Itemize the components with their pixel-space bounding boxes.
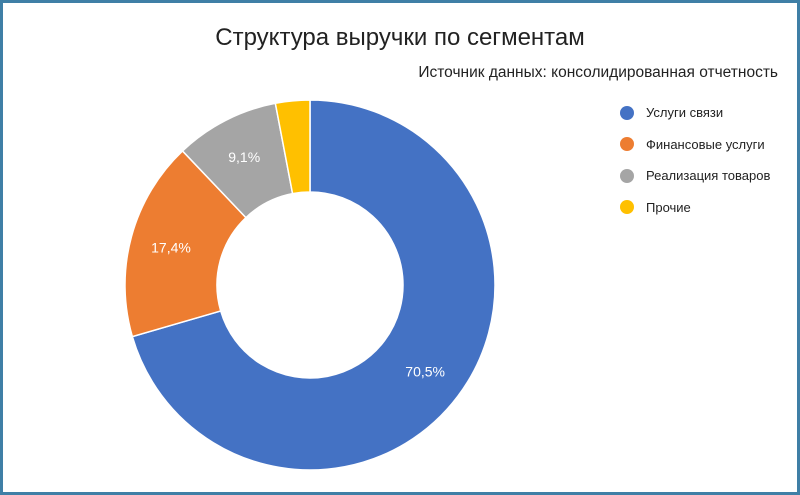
legend-item: Реализация товаров xyxy=(620,160,770,192)
legend-swatch xyxy=(620,137,634,152)
donut-slice xyxy=(274,99,311,195)
donut-slice xyxy=(131,99,496,471)
legend-label: Прочие xyxy=(646,199,691,215)
slice-data-label: 70,5% xyxy=(405,363,445,379)
slice-data-label: 17,4% xyxy=(151,239,191,255)
chart-legend: Услуги связи Финансовые услуги Реализаци… xyxy=(620,97,770,223)
legend-item: Прочие xyxy=(620,192,770,224)
legend-swatch xyxy=(620,168,634,183)
legend-item: Услуги связи xyxy=(620,97,770,129)
legend-swatch xyxy=(620,105,634,120)
legend-item: Финансовые услуги xyxy=(620,129,770,161)
donut-slice xyxy=(124,149,247,338)
slice-data-label: 9,1% xyxy=(228,149,260,165)
chart-subtitle: Источник данных: консолидированная отчет… xyxy=(418,64,778,81)
legend-label: Услуги связи xyxy=(646,105,724,121)
chart-title: Структура выручки по сегментам xyxy=(215,24,585,51)
legend-label: Реализация товаров xyxy=(646,168,771,184)
legend-swatch xyxy=(620,200,634,215)
legend-label: Финансовые услуги xyxy=(646,136,765,152)
